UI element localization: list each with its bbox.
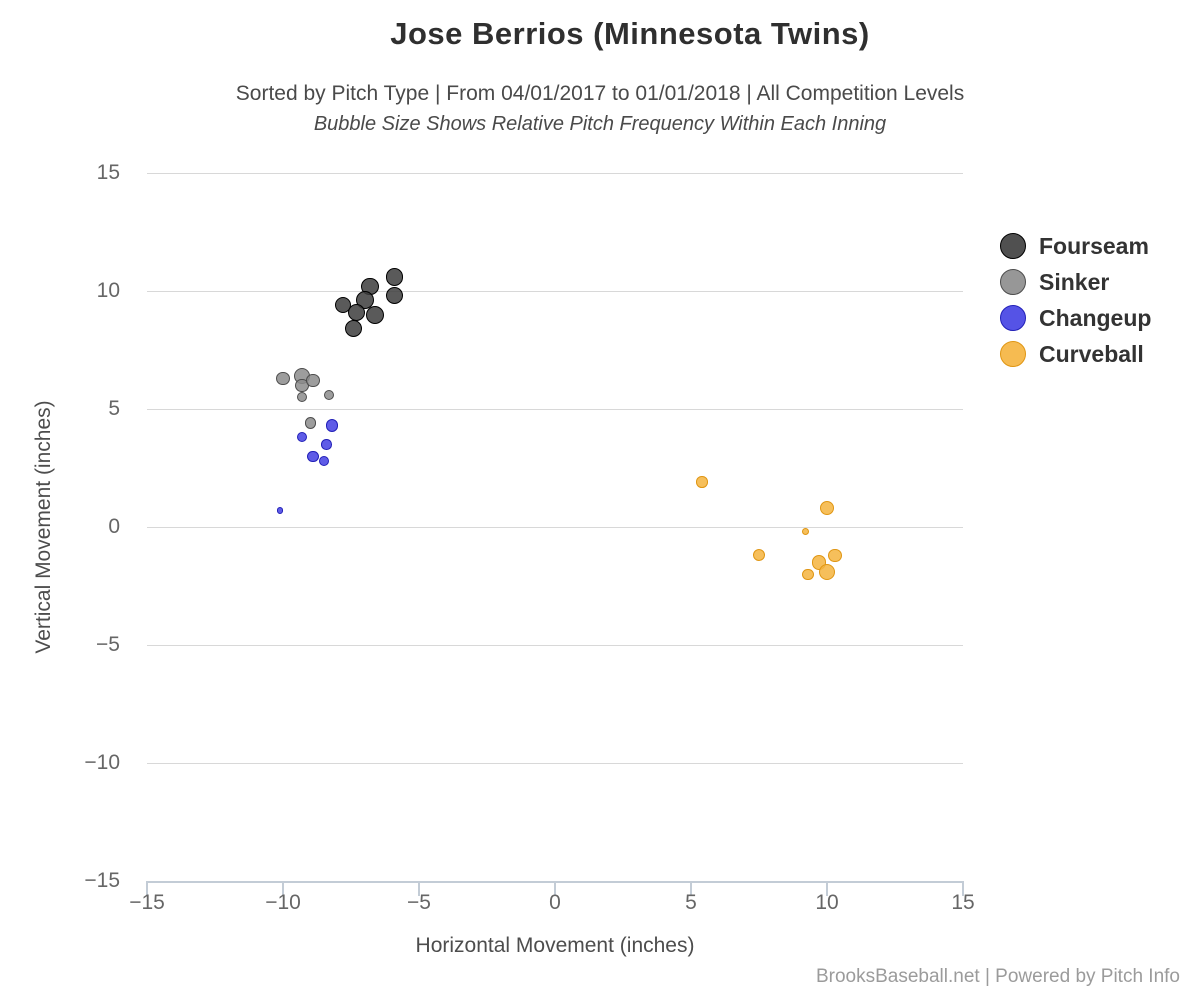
- legend-label: Curveball: [1039, 340, 1144, 367]
- bubble-changeup[interactable]: [325, 419, 339, 432]
- legend-label: Sinker: [1039, 268, 1110, 295]
- bubble-curveball[interactable]: [801, 528, 809, 536]
- x-axis-tick-10: [826, 881, 828, 896]
- legend-label: Changeup: [1039, 304, 1152, 331]
- bubble-sinker[interactable]: [324, 389, 335, 400]
- bubble-fourseam[interactable]: [347, 303, 366, 321]
- footer-credit: BrooksBaseball.net | Powered by Pitch In…: [815, 966, 1180, 987]
- chart-subtitle-note: Bubble Size Shows Relative Pitch Frequen…: [313, 113, 887, 135]
- x-axis-tick--15: [146, 881, 148, 896]
- y-tick-label--15: −15: [84, 869, 120, 892]
- bubble-curveball[interactable]: [696, 476, 708, 488]
- bubble-fourseam[interactable]: [385, 268, 404, 286]
- bubble-curveball[interactable]: [818, 563, 836, 581]
- bubble-changeup[interactable]: [277, 507, 284, 514]
- y-tick-label--5: −5: [96, 633, 120, 656]
- x-tick-label--10: −10: [265, 891, 301, 914]
- x-axis-tick-15: [962, 881, 964, 896]
- x-tick-label--15: −15: [129, 891, 165, 914]
- bubble-changeup[interactable]: [307, 450, 319, 462]
- x-tick-label-15: 15: [951, 891, 975, 914]
- x-tick-label-10: 10: [815, 891, 839, 914]
- legend-item-changeup[interactable]: Changeup: [1000, 300, 1151, 336]
- bubble-changeup[interactable]: [321, 439, 332, 450]
- bubble-curveball[interactable]: [802, 568, 814, 580]
- gridline-y-5: [147, 409, 963, 410]
- legend-item-curveball[interactable]: Curveball: [1000, 336, 1151, 372]
- x-axis-tick--10: [282, 881, 284, 896]
- bubble-curveball[interactable]: [753, 549, 765, 562]
- legend-label: Fourseam: [1039, 232, 1149, 259]
- bubble-sinker[interactable]: [297, 392, 308, 403]
- bubble-changeup[interactable]: [297, 432, 308, 443]
- x-tick-label-5: 5: [685, 891, 697, 914]
- y-tick-label-0: 0: [108, 515, 120, 538]
- y-tick-label-15: 15: [96, 161, 120, 184]
- bubble-sinker[interactable]: [306, 373, 320, 388]
- bubble-curveball[interactable]: [828, 548, 842, 562]
- gridline-y--10: [147, 763, 963, 764]
- legend: Fourseam Sinker Changeup Curveball: [1000, 228, 1151, 372]
- bubble-curveball[interactable]: [819, 500, 835, 516]
- chart-title: Jose Berrios (Minnesota Twins): [390, 16, 870, 51]
- bubble-fourseam[interactable]: [345, 320, 363, 338]
- legend-marker-curveball-icon: [1000, 341, 1026, 367]
- x-tick-label-0: 0: [549, 891, 561, 914]
- bubble-fourseam[interactable]: [385, 287, 404, 305]
- bubble-sinker[interactable]: [304, 417, 316, 429]
- legend-marker-changeup-icon: [1000, 305, 1026, 331]
- chart-subtitle: Sorted by Pitch Type | From 04/01/2017 t…: [235, 82, 965, 105]
- legend-item-sinker[interactable]: Sinker: [1000, 264, 1151, 300]
- y-axis-title: Vertical Movement (inches): [32, 400, 55, 654]
- legend-item-fourseam[interactable]: Fourseam: [1000, 228, 1151, 264]
- x-axis-tick-5: [690, 881, 692, 896]
- bubble-sinker[interactable]: [276, 371, 290, 385]
- bubble-changeup[interactable]: [318, 455, 330, 467]
- y-tick-label--10: −10: [84, 751, 120, 774]
- gridline-y-15: [147, 173, 963, 174]
- bubble-fourseam[interactable]: [366, 305, 385, 324]
- gridline-y--5: [147, 645, 963, 646]
- x-axis-title: Horizontal Movement (inches): [415, 934, 695, 957]
- legend-marker-sinker-icon: [1000, 269, 1026, 295]
- legend-marker-fourseam-icon: [1000, 233, 1026, 259]
- y-tick-label-10: 10: [96, 279, 120, 302]
- x-axis-tick-0: [554, 881, 556, 896]
- y-tick-label-5: 5: [108, 397, 120, 420]
- x-axis-tick--5: [418, 881, 420, 896]
- x-tick-label--5: −5: [407, 891, 431, 914]
- gridline-y-0: [147, 527, 963, 528]
- gridline-y-10: [147, 291, 963, 292]
